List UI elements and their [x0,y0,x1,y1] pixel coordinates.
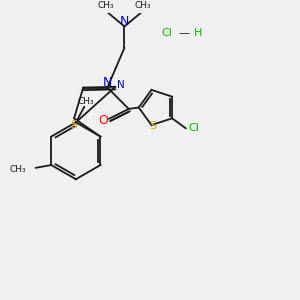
Text: N: N [117,80,124,89]
Text: Cl: Cl [161,28,172,38]
Text: CH₃: CH₃ [135,2,151,10]
Text: CH₃: CH₃ [77,97,94,106]
Text: CH₃: CH₃ [98,2,114,10]
Text: N: N [103,76,112,89]
Text: CH₃: CH₃ [9,165,26,174]
Text: H: H [194,28,202,38]
Text: Cl: Cl [188,123,199,134]
Text: O: O [98,114,108,127]
Text: —: — [178,28,190,38]
Text: S: S [149,122,156,131]
Text: N: N [120,15,129,28]
Text: S: S [70,120,78,130]
